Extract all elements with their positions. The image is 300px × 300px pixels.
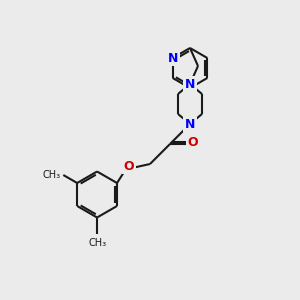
Text: O: O: [188, 136, 198, 149]
Text: N: N: [185, 118, 195, 130]
Text: N: N: [167, 52, 178, 64]
Text: CH₃: CH₃: [42, 170, 60, 180]
Text: O: O: [124, 160, 134, 172]
Text: N: N: [185, 77, 195, 91]
Text: CH₃: CH₃: [88, 238, 106, 248]
